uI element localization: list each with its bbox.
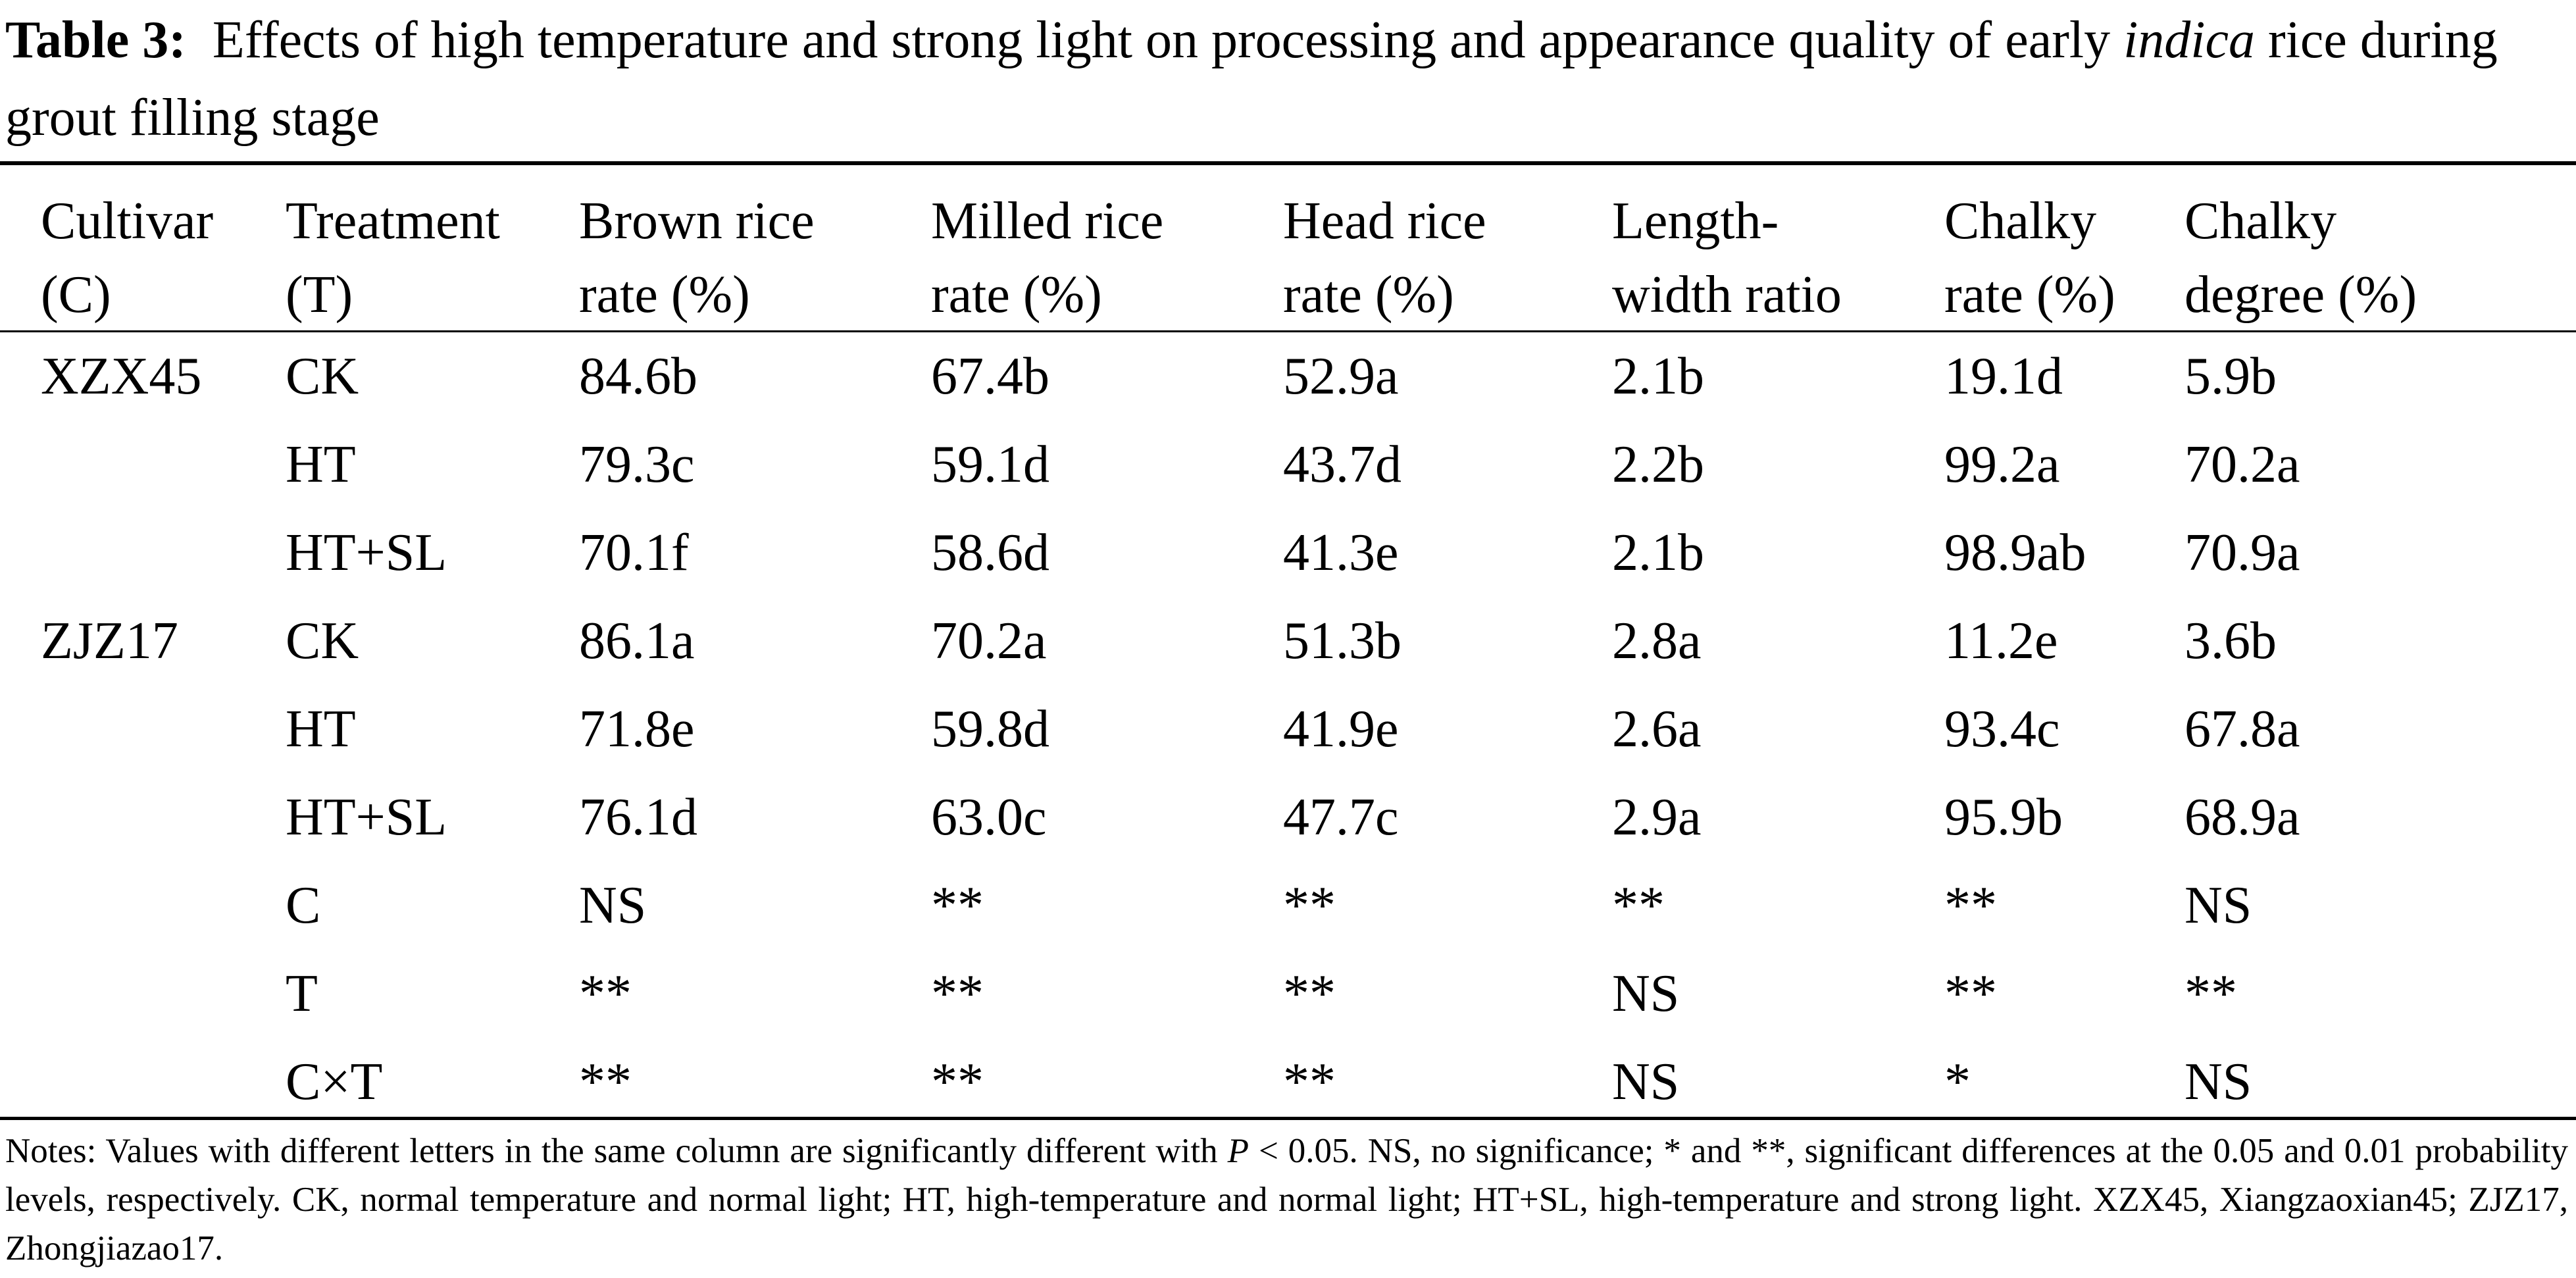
cell-chalky-rate: 93.4c xyxy=(1944,700,2060,758)
header-treatment: Treatment (T) xyxy=(286,192,500,324)
cell-length-width-ratio: 2.1b xyxy=(1612,524,1704,582)
cell-head-rice-rate: ** xyxy=(1283,965,1336,1023)
cell-treatment: CK xyxy=(286,347,359,405)
header-head-rice-rate: Head rice rate (%) xyxy=(1283,192,1486,324)
cell-head-rice-rate: ** xyxy=(1283,1053,1336,1111)
cell-length-width-ratio: 2.2b xyxy=(1612,436,1704,494)
table-row: HT 71.8e 59.8d 41.9e 2.6a 93.4c 67.8a xyxy=(0,685,2576,773)
cell-treatment: HT+SL xyxy=(286,524,447,582)
table-row: XZX45 CK 84.6b 67.4b 52.9a 2.1b 19.1d 5.… xyxy=(0,332,2576,421)
table-row: HT+SL 70.1f 58.6d 41.3e 2.1b 98.9ab 70.9… xyxy=(0,509,2576,597)
cell-cultivar: XZX45 xyxy=(41,347,202,405)
cell-chalky-degree: 3.6b xyxy=(2185,612,2277,670)
cell-brown-rice-rate: ** xyxy=(579,1053,632,1111)
cell-treatment: C×T xyxy=(286,1053,383,1111)
caption-text: Effects of high temperature and strong l… xyxy=(212,11,2111,69)
cell-chalky-degree: 67.8a xyxy=(2185,700,2300,758)
top-rule xyxy=(0,161,2576,165)
header-brown-rice-rate: Brown rice rate (%) xyxy=(579,192,815,324)
cell-brown-rice-rate: NS xyxy=(579,877,647,934)
cell-head-rice-rate: ** xyxy=(1283,877,1336,934)
cell-chalky-rate: ** xyxy=(1944,965,1997,1023)
cell-brown-rice-rate: 70.1f xyxy=(579,524,689,582)
cell-chalky-rate: * xyxy=(1944,1053,1971,1111)
cell-milled-rice-rate: 70.2a xyxy=(931,612,1047,670)
cell-chalky-degree: 68.9a xyxy=(2185,788,2300,846)
header-milled-rice-rate: Milled rice rate (%) xyxy=(931,192,1164,324)
cell-milled-rice-rate: ** xyxy=(931,1053,984,1111)
cell-chalky-rate: 99.2a xyxy=(1944,436,2060,494)
cell-head-rice-rate: 43.7d xyxy=(1283,436,1402,494)
cell-length-width-ratio: 2.9a xyxy=(1612,788,1702,846)
header-cultivar: Cultivar (C) xyxy=(41,192,214,324)
table-notes: Notes: Values with different letters in … xyxy=(5,1127,2568,1273)
notes-p-symbol: P xyxy=(1227,1132,1249,1170)
cell-treatment: HT xyxy=(286,436,356,494)
cell-chalky-rate: 19.1d xyxy=(1944,347,2063,405)
cell-length-width-ratio: 2.8a xyxy=(1612,612,1702,670)
cell-chalky-degree: 70.2a xyxy=(2185,436,2300,494)
cell-length-width-ratio: 2.6a xyxy=(1612,700,1702,758)
cell-head-rice-rate: 41.3e xyxy=(1283,524,1399,582)
header-chalky-rate: Chalky rate (%) xyxy=(1944,192,2115,324)
cell-chalky-degree: 70.9a xyxy=(2185,524,2300,582)
table-row: HT 79.3c 59.1d 43.7d 2.2b 99.2a 70.2a xyxy=(0,421,2576,509)
cell-milled-rice-rate: 63.0c xyxy=(931,788,1047,846)
cell-milled-rice-rate: 67.4b xyxy=(931,347,1049,405)
caption-text-end: rice during grout filling stage xyxy=(5,11,2498,147)
cell-brown-rice-rate: 79.3c xyxy=(579,436,695,494)
cell-chalky-degree: NS xyxy=(2185,1053,2252,1111)
cell-brown-rice-rate: 84.6b xyxy=(579,347,697,405)
cell-chalky-degree: NS xyxy=(2185,877,2252,934)
cell-length-width-ratio: 2.1b xyxy=(1612,347,1704,405)
table-row: C×T ** ** ** NS * NS xyxy=(0,1038,2576,1126)
caption-italic: indica xyxy=(2123,11,2256,69)
bottom-rule xyxy=(0,1117,2576,1120)
cell-milled-rice-rate: ** xyxy=(931,877,984,934)
header-chalky-degree: Chalky degree (%) xyxy=(2185,192,2417,324)
table-row: HT+SL 76.1d 63.0c 47.7c 2.9a 95.9b 68.9a xyxy=(0,773,2576,861)
cell-chalky-rate: ** xyxy=(1944,877,1997,934)
cell-brown-rice-rate: 76.1d xyxy=(579,788,697,846)
table-row: C NS ** ** ** ** NS xyxy=(0,861,2576,950)
cell-brown-rice-rate: 86.1a xyxy=(579,612,695,670)
cell-brown-rice-rate: 71.8e xyxy=(579,700,695,758)
table-caption: Table 3: Effects of high temperature and… xyxy=(5,1,2568,157)
cell-head-rice-rate: 47.7c xyxy=(1283,788,1399,846)
cell-treatment: T xyxy=(286,965,318,1023)
cell-chalky-rate: 98.9ab xyxy=(1944,524,2086,582)
notes-text-rest: < 0.05. NS, no significance; * and **, s… xyxy=(5,1132,2569,1267)
cell-milled-rice-rate: 59.1d xyxy=(931,436,1049,494)
cell-length-width-ratio: NS xyxy=(1612,1053,1680,1111)
cell-brown-rice-rate: ** xyxy=(579,965,632,1023)
header-row: Cultivar (C) Treatment (T) Brown rice rate … xyxy=(0,184,2576,332)
cell-treatment: HT xyxy=(286,700,356,758)
cell-milled-rice-rate: 58.6d xyxy=(931,524,1049,582)
cell-treatment: HT+SL xyxy=(286,788,447,846)
cell-treatment: C xyxy=(286,877,321,934)
table-label: Table 3: xyxy=(5,11,186,69)
cell-cultivar: ZJZ17 xyxy=(41,612,178,670)
cell-chalky-degree: 5.9b xyxy=(2185,347,2277,405)
cell-length-width-ratio: ** xyxy=(1612,877,1665,934)
cell-chalky-rate: 11.2e xyxy=(1944,612,2058,670)
header-rule xyxy=(0,330,2576,332)
cell-treatment: CK xyxy=(286,612,359,670)
cell-head-rice-rate: 41.9e xyxy=(1283,700,1399,758)
cell-milled-rice-rate: 59.8d xyxy=(931,700,1049,758)
table-body: XZX45 CK 84.6b 67.4b 52.9a 2.1b 19.1d 5.… xyxy=(0,332,2576,1126)
cell-chalky-degree: ** xyxy=(2185,965,2237,1023)
notes-text: Notes: Values with different letters in … xyxy=(5,1132,1218,1170)
header-length-width-ratio: Length-width ratio xyxy=(1612,192,1842,324)
cell-milled-rice-rate: ** xyxy=(931,965,984,1023)
cell-chalky-rate: 95.9b xyxy=(1944,788,2063,846)
table-row: T ** ** ** NS ** ** xyxy=(0,950,2576,1038)
cell-length-width-ratio: NS xyxy=(1612,965,1680,1023)
table-row: ZJZ17 CK 86.1a 70.2a 51.3b 2.8a 11.2e 3.… xyxy=(0,597,2576,685)
cell-head-rice-rate: 51.3b xyxy=(1283,612,1402,670)
cell-head-rice-rate: 52.9a xyxy=(1283,347,1399,405)
table-header: Cultivar (C) Treatment (T) Brown rice rate … xyxy=(0,184,2576,332)
